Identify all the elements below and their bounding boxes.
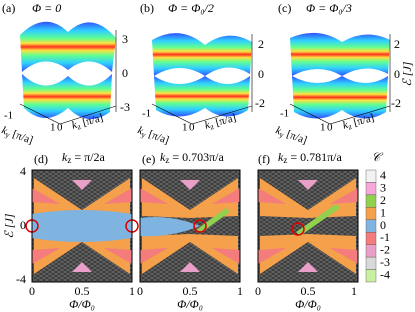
surface [290,32,390,76]
panel-title: Φ = Φ₀/2 [168,1,214,15]
colorbar-label: 1 [380,205,386,219]
colorbar-title: 𝒞 [372,150,384,164]
y-tick: -4 [16,272,26,286]
surface [20,21,116,73]
ky-tick: -1 [4,110,13,122]
colorbar-swatch [365,244,377,258]
panel-b [151,33,253,125]
z-tick: 2 [394,37,400,51]
x-tick: 0 [29,284,35,298]
z-tick: -3 [120,100,130,114]
surface [154,76,250,117]
surface [22,74,112,120]
x-tick: 0.5 [301,284,316,298]
panel-label: (d) [34,152,48,166]
kz-tick: 0 [57,122,63,134]
colorbar-label: 2 [380,193,386,207]
panel-title: kz = 0.781π/a [278,150,342,165]
ky-tick: 1 [182,122,188,134]
panel-label: (c) [278,1,291,15]
colorbar-swatch [365,256,377,270]
panel-c [289,32,391,125]
y-label: ℰ [J] [2,213,16,238]
ky-label: ky [π/a] [274,124,309,148]
z-label: ℰ [J] [400,61,414,86]
y-tick: 4 [20,164,26,178]
colorbar-swatch [365,219,377,233]
kz-tick: 0 [189,122,195,134]
z-tick: -2 [391,96,401,110]
panel-title: kz = π/2a [62,150,105,165]
kz-tick: 0 [327,122,333,134]
colorbar-swatch [365,169,377,183]
colorbar-label: 4 [380,168,386,182]
kz-label: kz [π/a] [341,111,375,132]
colorbar-label: -1 [380,230,390,244]
y-tick: 0 [20,218,26,232]
panel-e [139,169,241,283]
colorbar-swatch [365,232,377,245]
x-label: Φ/Φ₀ [295,297,321,311]
panel-label: (b) [140,1,154,15]
colorbar-label: -3 [380,255,390,269]
z-tick: 2 [258,37,264,51]
colorbar-label: -2 [380,243,390,257]
colorbar-label: -4 [380,268,390,282]
z-tick: 0 [394,67,400,81]
ky-label: ky [π/a] [0,124,35,148]
surface [292,76,388,119]
colorbar-swatch [365,194,377,208]
axes [289,34,391,125]
z-tick: 0 [258,67,264,81]
colorbar-swatch [365,207,377,220]
panel-d [25,169,139,283]
ky-tick: 1 [50,122,56,134]
panel-label: (e) [142,152,155,166]
x-tick: 0 [137,284,143,298]
panel-title: Φ = 0 [32,1,61,15]
x-tick: 0.5 [75,284,90,298]
x-label: Φ/Φ₀ [69,297,95,311]
x-tick: 1 [351,284,357,298]
axes [151,34,253,125]
ky-label: ky [π/a] [136,124,171,148]
colorbar-swatch [365,269,377,283]
axes [19,30,117,125]
x-label: Φ/Φ₀ [177,297,203,311]
ky-tick: -1 [142,108,151,120]
z-tick: 3 [122,32,128,46]
kz-label: kz [π/a] [203,111,237,132]
z-tick: 0 [122,66,128,80]
ky-tick: 1 [320,122,326,134]
panel-a [19,21,117,125]
colorbar-label: 0 [380,218,386,232]
panel-label: (a) [2,1,15,15]
panel-label: (f) [258,152,270,166]
panel-title: kz = 0.703π/a [160,150,224,165]
kz-label: kz [π/a] [70,111,104,132]
ky-tick: -1 [280,108,289,120]
x-tick: 0.5 [183,284,198,298]
panel-f [257,169,359,283]
colorbar-swatch [365,182,377,196]
z-tick: -2 [255,96,265,110]
surface [152,33,252,76]
x-tick: 1 [129,284,135,298]
x-tick: 1 [237,284,243,298]
panel-title: Φ = Φ₀/3 [306,1,352,15]
x-tick: 0 [255,284,261,298]
colorbar-label: 3 [380,180,386,194]
